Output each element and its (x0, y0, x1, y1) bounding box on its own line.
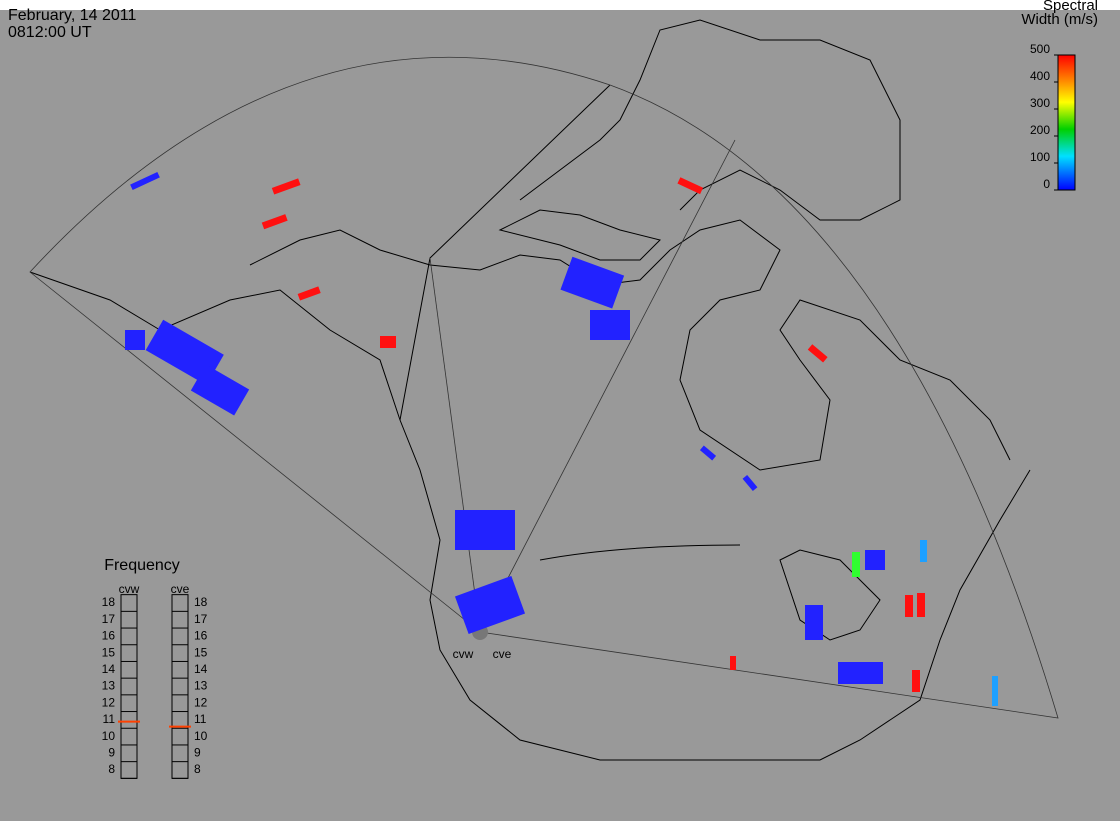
colorbar (1057, 54, 1076, 191)
frequency-scale (120, 594, 138, 779)
colorbar-tick-label: 500 (1030, 42, 1050, 56)
colorbar-tick-label: 300 (1030, 96, 1050, 110)
frequency-tick-label: 18 (194, 595, 208, 609)
frequency-tick-label: 10 (194, 729, 208, 743)
frequency-tick-label: 9 (108, 745, 115, 759)
colorbar-tick-label: 400 (1030, 69, 1050, 83)
frequency-tick-label: 15 (194, 645, 208, 659)
frequency-tick-label: 14 (102, 662, 116, 676)
echoes (125, 171, 998, 706)
coastlines (29, 19, 1031, 761)
colorbar-title: Spectral (1043, 0, 1098, 14)
frequency-tick-label: 16 (194, 629, 208, 643)
frequency-tick-label: 13 (102, 679, 116, 693)
frequency-tick-label: 10 (102, 729, 116, 743)
colorbar-tick-label: 200 (1030, 123, 1050, 137)
frequency-tick-label: 15 (102, 645, 116, 659)
frequency-tick-label: 12 (194, 695, 208, 709)
time-label: 0812:00 UT (8, 24, 92, 41)
frequency-tick-label: 8 (108, 762, 115, 776)
frequency-tick-label: 14 (194, 662, 208, 676)
frequency-tick-label: 8 (194, 762, 201, 776)
radar-fan (29, 56, 1059, 719)
frequency-tick-label: 16 (102, 629, 116, 643)
radar-name: cvw (119, 582, 140, 596)
date-label: February, 14 2011 (8, 7, 136, 24)
site-label: cve (493, 647, 512, 661)
radar-name: cve (171, 582, 190, 596)
frequency-tick-label: 17 (194, 612, 208, 626)
frequency-title: Frequency (104, 557, 180, 574)
site-label: cvw (453, 647, 474, 661)
frequency-tick-label: 11 (194, 712, 207, 726)
frequency-tick-label: 9 (194, 745, 201, 759)
colorbar-tick-label: 0 (1043, 177, 1050, 191)
top-strip (0, 0, 1120, 10)
frequency-tick-label: 18 (102, 595, 116, 609)
frequency-tick-label: 17 (102, 612, 116, 626)
frequency-tick-label: 13 (194, 679, 208, 693)
frequency-tick-label: 12 (102, 695, 116, 709)
frequency-tick-label: 11 (103, 712, 116, 726)
colorbar-tick-label: 100 (1030, 150, 1050, 164)
frequency-scale (171, 594, 189, 779)
colorbar-title: Width (m/s) (1021, 11, 1098, 28)
